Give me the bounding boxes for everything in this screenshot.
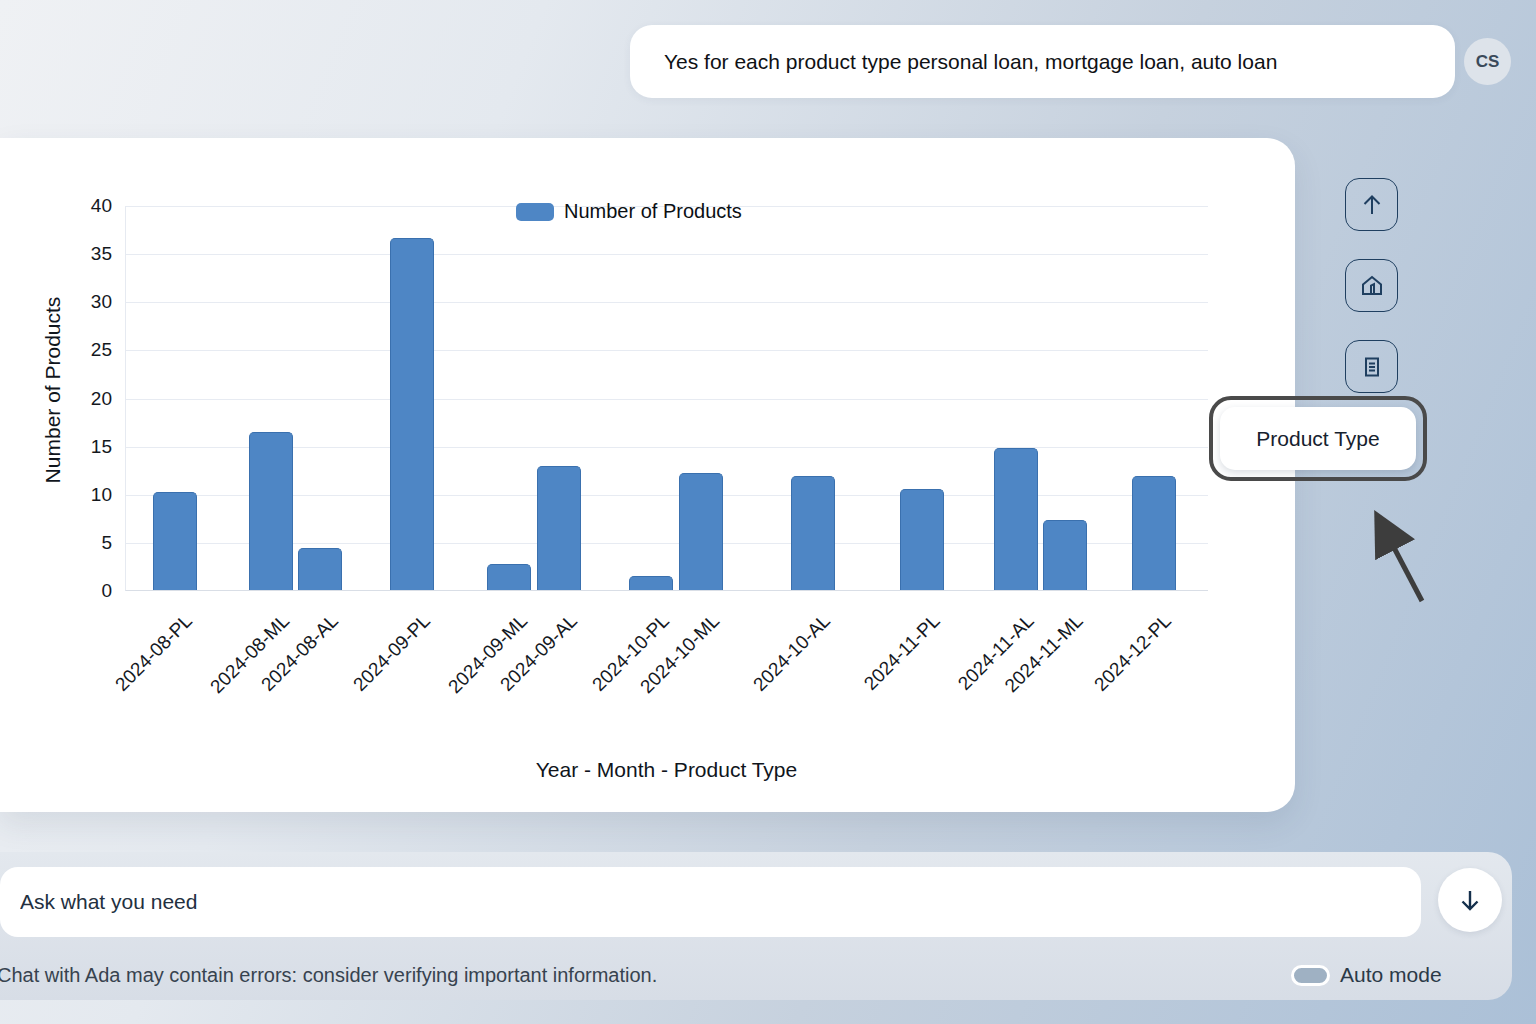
bar[interactable] bbox=[791, 476, 835, 590]
y-tick-label: 15 bbox=[58, 436, 112, 458]
auto-mode-control: Auto mode bbox=[1291, 963, 1442, 987]
y-tick-label: 5 bbox=[58, 532, 112, 554]
x-axis-title: Year - Month - Product Type bbox=[125, 758, 1208, 782]
disclaimer-text: Chat with Ada may contain errors: consid… bbox=[0, 964, 657, 987]
y-tick-label: 0 bbox=[58, 580, 112, 602]
arrow-up-icon bbox=[1358, 191, 1386, 219]
chart-card: Number of Products 0 5 10 15 20 25 30 35 40 2024… bbox=[0, 138, 1295, 812]
annotation-arrow-icon bbox=[1350, 495, 1445, 615]
y-tick-labels: 0510152025303540 bbox=[58, 206, 112, 591]
chart-legend: Number of Products bbox=[516, 200, 742, 223]
auto-mode-toggle[interactable] bbox=[1291, 965, 1330, 986]
bar[interactable] bbox=[994, 448, 1038, 590]
product-type-callout: Product Type bbox=[1209, 396, 1427, 481]
x-tick-label: 2024-08-PL bbox=[112, 610, 198, 696]
x-tick-label: 2024-12-PL bbox=[1091, 610, 1177, 696]
composer-panel: Chat with Ada may contain errors: consid… bbox=[0, 852, 1512, 1000]
document-button[interactable] bbox=[1345, 340, 1398, 393]
document-icon bbox=[1358, 353, 1386, 381]
bar[interactable] bbox=[629, 576, 673, 590]
gridline bbox=[126, 399, 1208, 400]
plot-area bbox=[125, 206, 1208, 591]
y-tick-label: 30 bbox=[58, 291, 112, 313]
bar[interactable] bbox=[679, 473, 723, 590]
scroll-down-button[interactable] bbox=[1438, 868, 1502, 932]
bar[interactable] bbox=[900, 489, 944, 590]
avatar-initials: CS bbox=[1476, 52, 1500, 72]
user-message-text: Yes for each product type personal loan,… bbox=[664, 50, 1277, 74]
home-icon bbox=[1358, 272, 1386, 300]
gridline bbox=[126, 254, 1208, 255]
home-button[interactable] bbox=[1345, 259, 1398, 312]
bar[interactable] bbox=[153, 492, 197, 590]
chat-input[interactable] bbox=[0, 867, 1421, 937]
x-tick-label: 2024-11-PL bbox=[860, 610, 945, 695]
bar[interactable] bbox=[537, 466, 581, 590]
gridline bbox=[126, 302, 1208, 303]
legend-swatch-icon bbox=[516, 203, 554, 221]
product-type-button[interactable]: Product Type bbox=[1220, 407, 1416, 470]
arrow-down-icon bbox=[1455, 885, 1485, 915]
bar[interactable] bbox=[1043, 520, 1087, 590]
bar[interactable] bbox=[298, 548, 342, 590]
bar[interactable] bbox=[1132, 476, 1176, 590]
x-tick-labels: 2024-08-PL2024-08-ML2024-08-AL2024-09-PL… bbox=[125, 591, 1208, 741]
scroll-up-button[interactable] bbox=[1345, 178, 1398, 231]
y-tick-label: 10 bbox=[58, 484, 112, 506]
bar[interactable] bbox=[390, 238, 434, 590]
product-type-label: Product Type bbox=[1256, 427, 1379, 451]
user-message-bubble: Yes for each product type personal loan,… bbox=[630, 25, 1455, 98]
x-tick-label: 2024-09-PL bbox=[349, 610, 435, 696]
avatar: CS bbox=[1464, 38, 1511, 85]
y-tick-label: 40 bbox=[58, 195, 112, 217]
auto-mode-label: Auto mode bbox=[1340, 963, 1442, 987]
bar[interactable] bbox=[487, 564, 531, 590]
bar[interactable] bbox=[249, 432, 293, 590]
legend-label: Number of Products bbox=[564, 200, 742, 223]
y-tick-label: 25 bbox=[58, 339, 112, 361]
x-tick-label: 2024-10-AL bbox=[749, 610, 835, 696]
gridline bbox=[126, 350, 1208, 351]
y-tick-label: 20 bbox=[58, 388, 112, 410]
y-tick-label: 35 bbox=[58, 243, 112, 265]
